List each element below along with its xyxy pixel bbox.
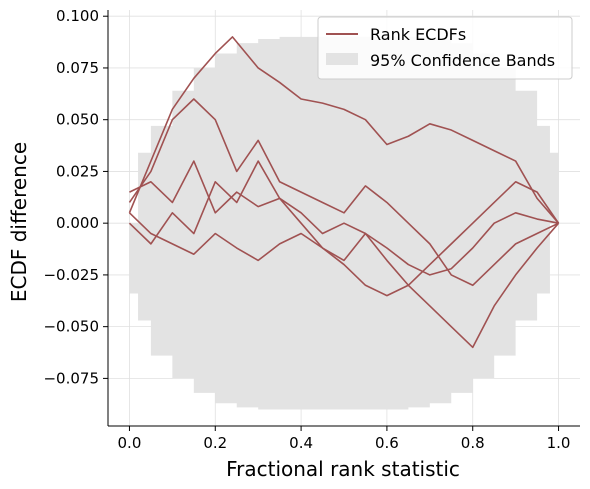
- axes: [107, 10, 580, 427]
- x-tick-label: 0.0: [118, 434, 142, 452]
- legend-label-rank-ecdfs: Rank ECDFs: [370, 25, 466, 44]
- legend-frame: [317, 16, 573, 80]
- y-tick-label: 0.075: [56, 59, 99, 77]
- y-tick-label: 0.025: [56, 162, 99, 180]
- x-tick-label: 1.0: [547, 434, 571, 452]
- y-tick-label: −0.050: [43, 318, 99, 336]
- rank-ecdf-line-4: [128, 160, 559, 276]
- y-ticks: 0.100 0.075 0.050 0.025 0.000 −0.025 −0.050 −0.…: [43, 7, 108, 387]
- y-tick-label: 0.050: [56, 111, 99, 129]
- legend: Rank ECDFs 95% Confidence Bands: [317, 16, 573, 80]
- y-axis-label: ECDF difference: [7, 142, 31, 302]
- x-axis-label: Fractional rank statistic: [226, 457, 460, 481]
- rank-ecdf-line-5: [128, 180, 560, 297]
- x-tick-label: 0.2: [203, 434, 227, 452]
- legend-label-confidence-bands: 95% Confidence Bands: [370, 51, 555, 70]
- rank-ecdf-line-2: [128, 98, 559, 287]
- rank-ecdf-lines: [128, 36, 560, 349]
- rank-ecdf-line-3: [129, 160, 560, 349]
- x-tick-label: 0.6: [375, 434, 399, 452]
- x-tick-label: 0.8: [461, 434, 485, 452]
- y-tick-label: −0.025: [43, 266, 99, 284]
- y-tick-label: 0.000: [56, 214, 99, 232]
- y-tick-label: −0.075: [43, 369, 99, 387]
- y-tick-label: 0.100: [56, 7, 99, 25]
- legend-band-swatch: [326, 53, 358, 65]
- x-ticks: 0.0 0.2 0.4 0.6 0.8 1.0: [118, 426, 571, 452]
- x-tick-label: 0.4: [289, 434, 313, 452]
- rank-ecdf-line-1: [128, 36, 560, 224]
